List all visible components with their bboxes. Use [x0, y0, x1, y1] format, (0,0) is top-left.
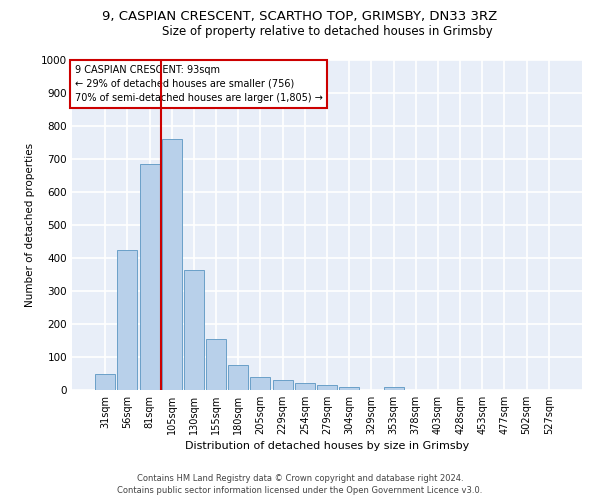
Bar: [317, 385, 337, 390]
Bar: [228, 365, 248, 390]
Text: Contains HM Land Registry data © Crown copyright and database right 2024.
Contai: Contains HM Land Registry data © Crown c…: [118, 474, 482, 495]
X-axis label: Distribution of detached houses by size in Grimsby: Distribution of detached houses by size …: [185, 442, 469, 452]
Bar: [95, 374, 115, 390]
Y-axis label: Number of detached properties: Number of detached properties: [25, 143, 35, 307]
Bar: [272, 380, 293, 390]
Title: Size of property relative to detached houses in Grimsby: Size of property relative to detached ho…: [161, 25, 493, 38]
Bar: [383, 386, 404, 390]
Bar: [184, 270, 204, 390]
Text: 9, CASPIAN CRESCENT, SCARTHO TOP, GRIMSBY, DN33 3RZ: 9, CASPIAN CRESCENT, SCARTHO TOP, GRIMSB…: [103, 10, 497, 23]
Bar: [118, 250, 137, 390]
Text: 9 CASPIAN CRESCENT: 93sqm
← 29% of detached houses are smaller (756)
70% of semi: 9 CASPIAN CRESCENT: 93sqm ← 29% of detac…: [74, 65, 322, 103]
Bar: [162, 139, 182, 390]
Bar: [295, 384, 315, 390]
Bar: [250, 377, 271, 390]
Bar: [339, 386, 359, 390]
Bar: [206, 339, 226, 390]
Bar: [140, 164, 160, 390]
